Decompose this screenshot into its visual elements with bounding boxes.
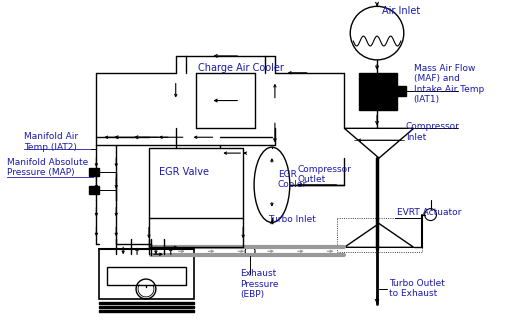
Bar (89, 186, 99, 194)
Text: EVRT Actuator: EVRT Actuator (397, 208, 461, 217)
Bar (99, 310, 194, 312)
Text: Turbo Outlet
to Exhaust: Turbo Outlet to Exhaust (389, 279, 445, 298)
Text: Air Inlet: Air Inlet (382, 6, 420, 16)
Bar (359, 73, 397, 111)
Text: Manifold Absolute
Pressure (MAP): Manifold Absolute Pressure (MAP) (7, 158, 88, 177)
Text: Turbo Inlet: Turbo Inlet (268, 214, 316, 223)
Text: Compressor
Inlet: Compressor Inlet (406, 122, 460, 142)
Bar (397, 86, 406, 96)
Bar (338, 217, 422, 252)
Text: Mass Air Flow
(MAF) and
Intake Air Temp
(IAT1): Mass Air Flow (MAF) and Intake Air Temp … (414, 64, 484, 104)
Bar (99, 249, 194, 299)
Text: EGR
Cooler: EGR Cooler (278, 170, 307, 189)
Bar (99, 302, 194, 304)
Text: Manifold Air
Temp (IAT2): Manifold Air Temp (IAT2) (24, 132, 78, 152)
Text: Charge Air Cooler: Charge Air Cooler (197, 63, 284, 73)
Bar (107, 267, 186, 285)
Bar (99, 306, 194, 308)
Bar (89, 168, 99, 176)
Text: Exhaust
Pressure
(EBP): Exhaust Pressure (EBP) (240, 269, 279, 299)
Text: Compressor
Outlet: Compressor Outlet (298, 165, 352, 184)
Text: EGR Valve: EGR Valve (159, 167, 209, 177)
Bar (149, 148, 243, 217)
